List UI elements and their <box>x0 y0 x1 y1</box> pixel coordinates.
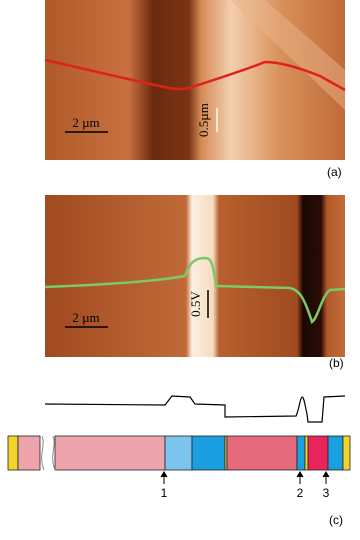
height-label: 0.5µm <box>196 103 211 137</box>
arrows <box>160 471 330 484</box>
marker-label: 1 <box>161 486 168 500</box>
panel-label: (a) <box>327 165 342 179</box>
break-mark <box>41 435 56 471</box>
panel-c: 1 2 3 (c) <box>7 395 351 527</box>
panel-label: (c) <box>329 513 343 527</box>
scale-label: 2 µm <box>72 115 99 130</box>
profile-trace <box>44 395 346 423</box>
panel-b: 2 µm 0.5V (b) <box>44 195 346 370</box>
height-profile <box>44 58 346 92</box>
potential-profile <box>44 256 346 324</box>
panel-label: (b) <box>329 356 344 370</box>
domain-bar <box>7 435 351 471</box>
terrace <box>230 0 345 110</box>
marker-label: 3 <box>323 486 330 500</box>
scale-label: 2 µm <box>72 310 99 325</box>
afm-image <box>45 0 345 160</box>
voltage-label: 0.5V <box>188 291 203 317</box>
marker-label: 2 <box>297 486 304 500</box>
kpfm-image <box>45 195 345 357</box>
panel-a: 2 µm 0.5µm (a) <box>44 0 346 179</box>
